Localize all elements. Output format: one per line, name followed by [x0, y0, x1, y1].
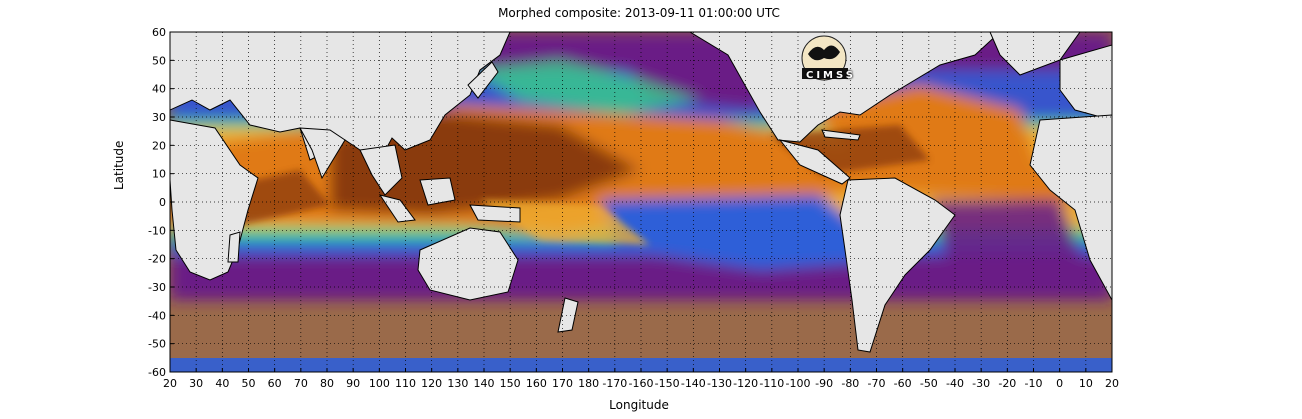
- y-tick-label: 60: [152, 26, 166, 39]
- x-axis-label: Longitude: [609, 398, 669, 412]
- land-sumatra: [378, 194, 416, 223]
- x-axis-ticks: 20 30 40 50 60 70 80 90 100 110 120 130 140 150 160 170…: [163, 368, 1119, 390]
- x-tick-label: -70: [868, 377, 886, 390]
- x-tick-label: -40: [946, 377, 964, 390]
- x-tick-label: -80: [841, 377, 859, 390]
- y-tick-label: 50: [152, 54, 166, 67]
- x-tick-label: -20: [998, 377, 1016, 390]
- y-tick-label: -60: [148, 366, 166, 379]
- y-tick-label: 0: [159, 196, 166, 209]
- y-tick-label: -30: [148, 281, 166, 294]
- land-greenland: [989, 32, 1081, 76]
- cimss-logo-text: CIMSS: [806, 70, 856, 81]
- x-tick-label: 140: [474, 377, 495, 390]
- land-new-guinea: [469, 204, 521, 223]
- x-tick-label: 180: [578, 377, 599, 390]
- x-tick-label: -150: [655, 377, 680, 390]
- land-west-africa: [1029, 114, 1112, 301]
- x-tick-label: 130: [447, 377, 468, 390]
- graticule: [170, 32, 1112, 372]
- land-borneo: [419, 177, 456, 206]
- y-tick-label: 30: [152, 111, 166, 124]
- land-india: [299, 127, 346, 180]
- south-atlantic-dry-lobe: [930, 200, 1090, 300]
- x-tick-label: -130: [707, 377, 732, 390]
- x-tick-label: -60: [894, 377, 912, 390]
- x-tick-label: 20: [163, 377, 177, 390]
- x-tick-label: 40: [215, 377, 229, 390]
- x-tick-label: 60: [268, 377, 282, 390]
- east-pacific-dry-tongue: [600, 195, 900, 270]
- x-tick-label: -110: [759, 377, 784, 390]
- x-tick-label: -10: [1025, 377, 1043, 390]
- y-tick-label: 40: [152, 83, 166, 96]
- north-pacific-moist-arc: [470, 60, 700, 115]
- y-axis-label: Latitude: [112, 140, 126, 190]
- land-japan: [467, 61, 499, 99]
- x-tick-label: 10: [1079, 377, 1093, 390]
- x-tick-label: 20: [1105, 377, 1119, 390]
- land-cuba: [821, 129, 861, 141]
- y-tick-label: -50: [148, 338, 166, 351]
- x-tick-label: 170: [552, 377, 573, 390]
- x-tick-label: 80: [320, 377, 334, 390]
- land-new-zealand: [557, 297, 579, 333]
- x-tick-label: -100: [786, 377, 811, 390]
- figure-title: Morphed composite: 2013-09-11 01:00:00 U…: [498, 6, 780, 20]
- x-tick-label: -160: [629, 377, 654, 390]
- x-tick-label: -140: [681, 377, 706, 390]
- spcz-band: [480, 200, 650, 245]
- x-tick-label: 0: [1056, 377, 1063, 390]
- x-tick-label: -170: [602, 377, 627, 390]
- y-axis-ticks: 60 50 40 30 20 10 0 -10 -20 -30 -40 -50 -60: [148, 26, 174, 379]
- y-tick-label: -40: [148, 309, 166, 322]
- x-tick-label: 100: [369, 377, 390, 390]
- x-tick-label: 110: [395, 377, 416, 390]
- land-central-america: [778, 139, 851, 185]
- y-tick-label: -10: [148, 224, 166, 237]
- x-tick-label: 160: [526, 377, 547, 390]
- x-tick-label: 120: [421, 377, 442, 390]
- y-tick-label: 10: [152, 168, 166, 181]
- land-madagascar: [227, 231, 241, 263]
- x-tick-label: -30: [972, 377, 990, 390]
- y-tick-label: 20: [152, 139, 166, 152]
- land-australia: [417, 227, 519, 301]
- land-south-america: [839, 177, 956, 353]
- x-tick-label: 70: [294, 377, 308, 390]
- x-tick-label: 150: [500, 377, 521, 390]
- landmasses: [170, 32, 1112, 353]
- x-tick-label: 50: [242, 377, 256, 390]
- y-tick-label: -20: [148, 253, 166, 266]
- x-tick-label: -50: [920, 377, 938, 390]
- land-southeast-asia: [359, 144, 403, 196]
- land-north-america: [689, 32, 1001, 143]
- x-tick-label: 90: [346, 377, 360, 390]
- cimss-logo: [801, 35, 848, 81]
- x-tick-label: -120: [733, 377, 758, 390]
- x-tick-label: 30: [189, 377, 203, 390]
- x-tick-label: -90: [815, 377, 833, 390]
